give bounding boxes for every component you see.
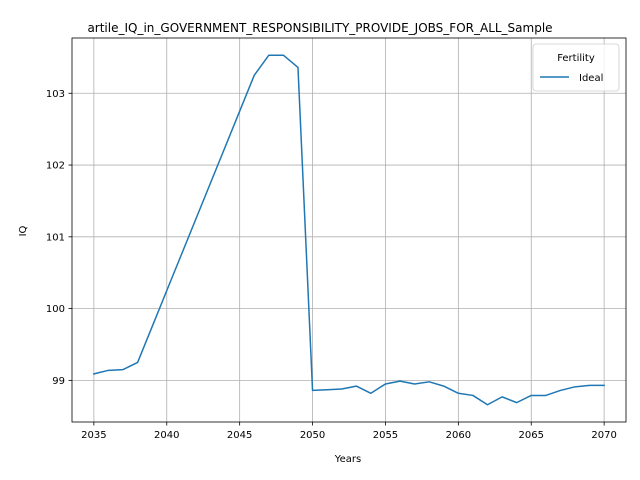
y-tick-label: 103 [46,89,65,100]
series-layer [92,54,605,406]
chart-title: artile_IQ_in_GOVERNMENT_RESPONSIBILITY_P… [87,21,552,35]
x-tick-label: 2065 [519,430,544,441]
grid [72,38,626,422]
series-line-ideal [92,54,605,406]
y-tick-label: 102 [46,161,65,172]
x-tick-label: 2035 [81,430,106,441]
x-tick-label: 2045 [227,430,252,441]
legend-title: Fertility [557,53,595,64]
y-tick-label: 101 [46,232,65,243]
legend-label-ideal: Ideal [579,73,603,84]
x-tick-label: 2060 [446,430,471,441]
y-tick-label: 99 [52,376,65,387]
x-tick-label: 2070 [591,430,616,441]
y-tick-label: 100 [46,304,65,315]
legend-box [532,43,620,92]
x-axis-label: Years [334,454,361,465]
y-axis-label: IQ [18,225,29,236]
ticks: 2035 2040 2045 2050 2055 2060 2065 2070 99 100 101… [46,89,617,441]
legend: Fertility Ideal [532,43,620,92]
plot-frame [71,37,627,423]
x-tick-label: 2050 [300,430,325,441]
x-tick-label: 2055 [373,430,398,441]
x-tick-label: 2040 [154,430,179,441]
